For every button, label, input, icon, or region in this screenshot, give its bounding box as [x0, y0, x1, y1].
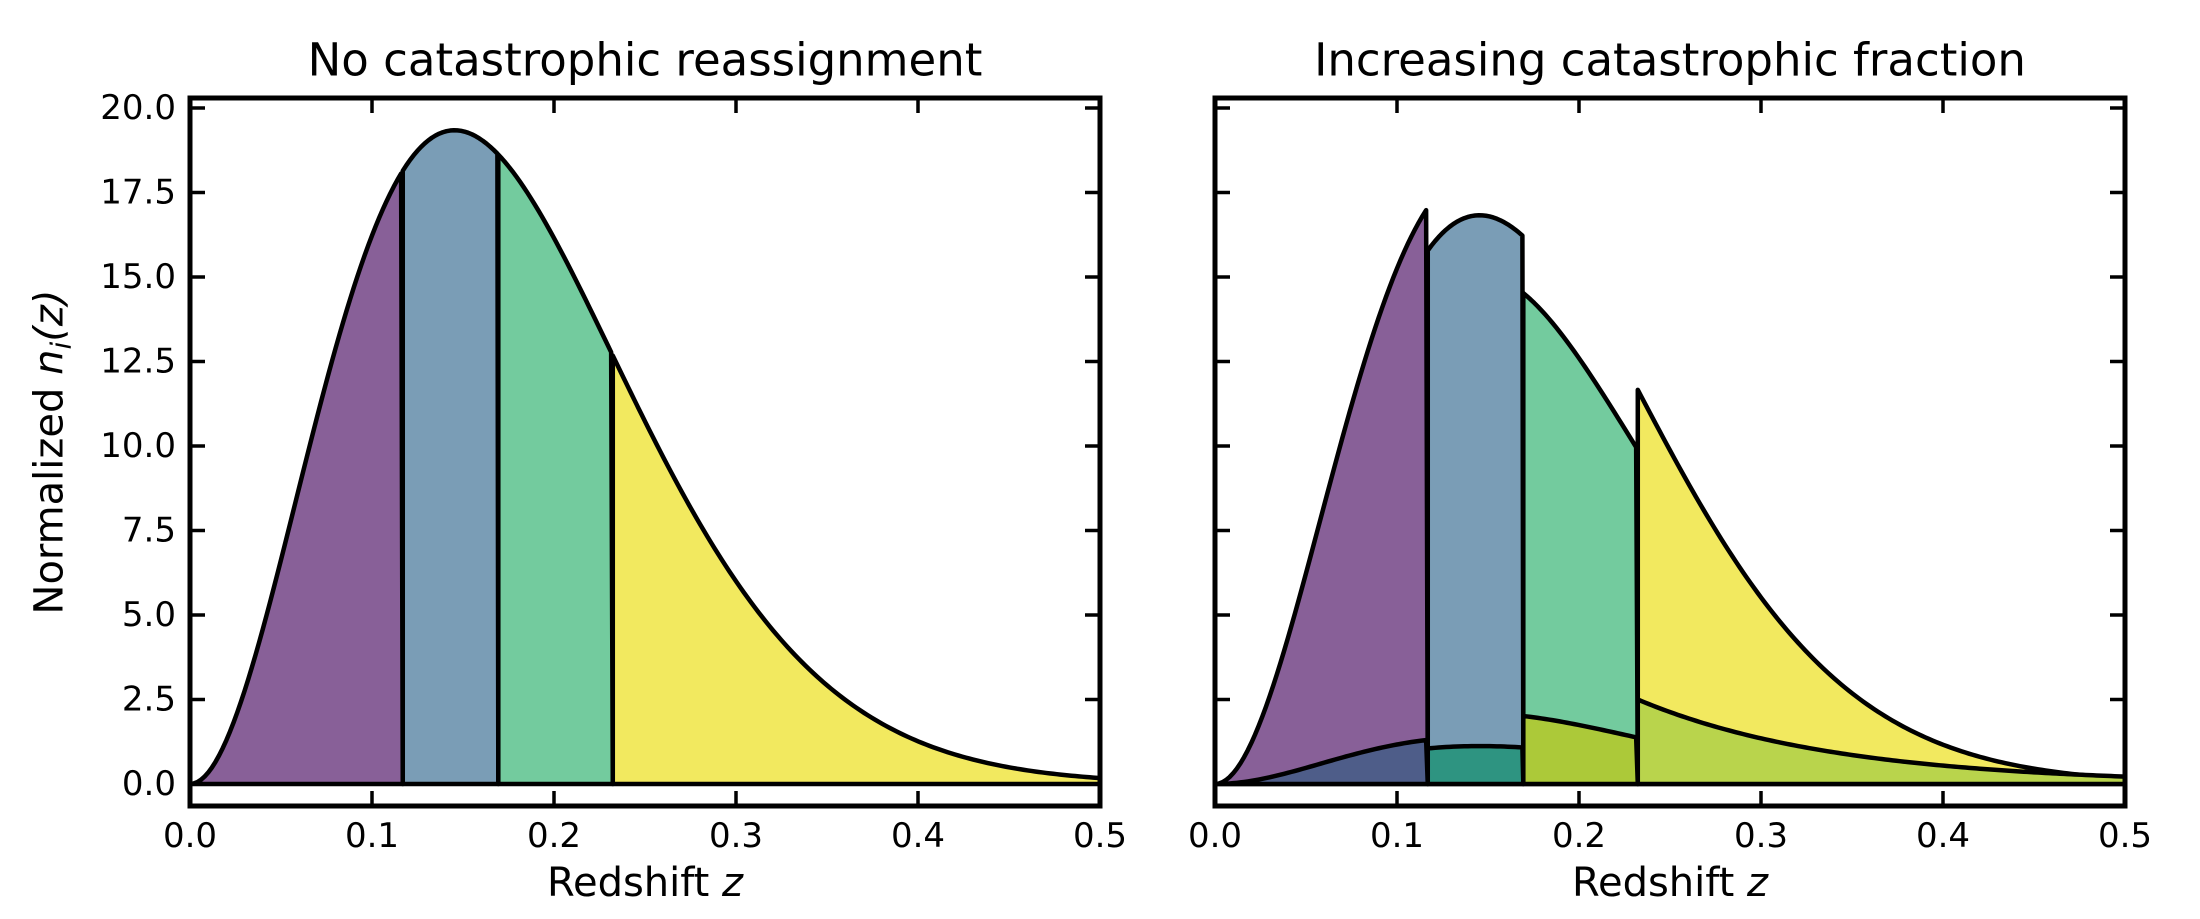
y-tick-label: 20.0: [100, 88, 176, 128]
y-axis-label-text: Normalized: [26, 374, 73, 615]
bin-areas: [1212, 207, 2128, 787]
x-axis-label-left: Redshift z: [547, 860, 743, 906]
bin-2-blue-area: [400, 128, 501, 787]
tick-marks: [188, 100, 1102, 804]
bin-4-yellow-area: [610, 353, 1103, 787]
x-tick-label: 0.4: [1916, 816, 1970, 856]
panel-right-title: Increasing catastrophic fraction: [1314, 33, 2026, 87]
y-axis-label-arg: z: [26, 305, 73, 327]
bin-2-blue-area: [1425, 213, 1526, 787]
y-tick-label: 5.0: [122, 595, 176, 635]
catastrophic-bump-zone2: [1425, 743, 1526, 787]
bin-1-purple-area: [187, 171, 406, 787]
x-tick-label: 0.2: [527, 816, 581, 856]
y-axis-label: Normalized ni(z): [27, 290, 78, 615]
x-tick-label: 0.5: [1073, 816, 1127, 856]
bin-areas: [187, 128, 1103, 787]
y-tick-label: 17.5: [100, 173, 176, 213]
y-tick-labels: 0.0 2.5 5.0 7.5 10.0 12.5 15.0 17.5 20.0: [100, 88, 176, 804]
x-tick-label: 0.4: [891, 816, 945, 856]
bin-3-green-area: [1521, 290, 1641, 787]
y-axis-label-subscript: i: [44, 341, 78, 350]
y-tick-label: 2.5: [122, 680, 176, 720]
x-tick-label: 0.1: [1370, 816, 1424, 856]
x-axis-label-variable: z: [722, 860, 744, 906]
y-tick-label: 0.0: [122, 764, 176, 804]
x-axis-label-right: Redshift z: [1572, 860, 1768, 906]
tick-marks: [1213, 100, 2127, 804]
panel-left: 0.0 0.1 0.2 0.3 0.4 0.5 0.0 2.5 5.0 7.5 10.0 12.5 15…: [100, 88, 1127, 856]
x-tick-labels: 0.0 0.1 0.2 0.3 0.4 0.5: [1188, 816, 2152, 856]
x-tick-label: 0.3: [1734, 816, 1788, 856]
x-tick-label: 0.3: [709, 816, 763, 856]
y-tick-label: 15.0: [100, 257, 176, 297]
x-tick-label: 0.0: [1188, 816, 1242, 856]
catastrophic-tail-zone4: [1635, 697, 2128, 787]
y-tick-label: 12.5: [100, 342, 176, 382]
y-tick-label: 7.5: [122, 511, 176, 551]
y-axis-label-paren-close: ): [26, 289, 73, 306]
x-axis-label-text: Redshift: [1571, 860, 1748, 906]
axes-frame: [187, 95, 1103, 809]
y-axis-label-paren-open: (: [26, 326, 73, 342]
catastrophic-strips: [1212, 697, 2128, 787]
panel-right: 0.0 0.1 0.2 0.3 0.4 0.5: [1188, 95, 2152, 856]
panel-left-title: No catastrophic reassignment: [307, 33, 983, 87]
x-tick-label: 0.5: [2098, 816, 2152, 856]
x-tick-label: 0.1: [345, 816, 399, 856]
x-axis-label-variable: z: [1747, 860, 1769, 906]
x-tick-labels: 0.0 0.1 0.2 0.3 0.4 0.5: [163, 816, 1127, 856]
catastrophic-bump-zone3: [1521, 713, 1641, 787]
bin-1-purple-area: [1212, 207, 1431, 787]
y-axis-label-variable: n: [26, 349, 73, 375]
x-axis-label-text: Redshift: [546, 860, 723, 906]
bin-3-green-area: [496, 152, 616, 787]
axes-frame: [1212, 95, 2128, 809]
y-tick-label: 10.0: [100, 426, 176, 466]
x-tick-label: 0.2: [1552, 816, 1606, 856]
catastrophic-bump-zone1: [1212, 737, 1431, 787]
x-tick-label: 0.0: [163, 816, 217, 856]
